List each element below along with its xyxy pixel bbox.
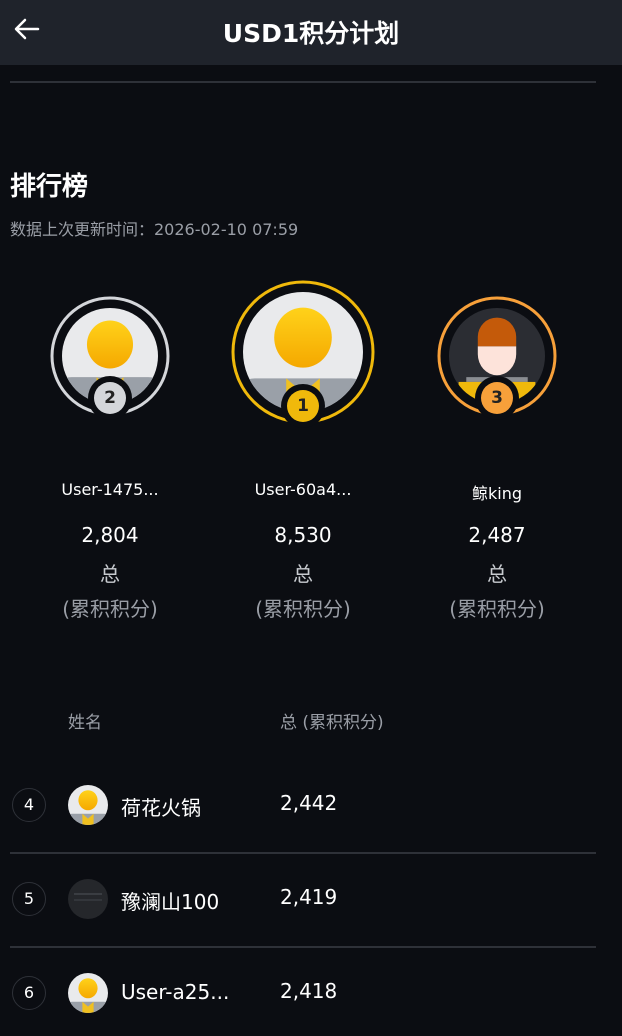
podium-rank-3[interactable]: 3 鲸king 2,487 总 (累积积分) <box>402 0 592 640</box>
divider <box>10 81 596 83</box>
user-points: 2,418 <box>280 979 338 1003</box>
rank-medal: 3 <box>481 382 513 414</box>
cumulative-label: (累积积分) <box>62 597 158 621</box>
app-header: USD1积分计划 <box>0 0 622 65</box>
avatar <box>68 973 108 1013</box>
table-row[interactable]: 5 豫澜山100 2,419 <box>0 874 622 924</box>
divider <box>10 946 596 948</box>
user-name: 荷花火锅 <box>121 796 201 820</box>
user-name: User-60a4... <box>254 480 352 499</box>
rank-medal: 2 <box>94 382 126 414</box>
rank-medal: 1 <box>287 390 319 422</box>
table-row[interactable]: 6 User-a25... 2,418 <box>0 968 622 1018</box>
cumulative-label: (累积积分) <box>449 597 545 621</box>
total-label: 总 <box>487 562 507 586</box>
user-name: 鲸king <box>471 484 522 503</box>
total-label: 总 <box>293 562 313 586</box>
arrow-left-icon[interactable] <box>12 14 42 44</box>
avatar: 2 <box>49 295 171 420</box>
user-points: 2,487 <box>468 523 526 547</box>
column-header-total: 总 (累积积分) <box>280 713 384 733</box>
page-title: USD1积分计划 <box>222 19 400 48</box>
podium-rank-2[interactable]: 2 User-1475... 2,804 总 (累积积分) <box>15 0 205 640</box>
table-row[interactable]: 4 荷花火锅 2,442 <box>0 780 622 830</box>
avatar <box>68 785 108 825</box>
column-header-name: 姓名 <box>68 713 102 733</box>
user-points: 2,419 <box>280 885 338 909</box>
leaderboard-title: 排行榜 <box>10 172 89 202</box>
user-points: 8,530 <box>274 523 332 547</box>
avatar: 1 <box>230 279 376 428</box>
rank-badge: 6 <box>12 976 46 1010</box>
avatar <box>68 879 108 919</box>
rank-badge: 4 <box>12 788 46 822</box>
rank-badge: 5 <box>12 882 46 916</box>
user-name: User-a25... <box>121 980 230 1004</box>
cumulative-label: (累积积分) <box>255 597 351 621</box>
avatar: 3 <box>436 295 558 420</box>
user-name: User-1475... <box>61 480 159 499</box>
total-label: 总 <box>100 562 120 586</box>
user-points: 2,442 <box>280 791 338 815</box>
user-name: 豫澜山100 <box>121 890 220 914</box>
last-updated: 数据上次更新时间：2026-02-10 07:59 <box>10 220 299 239</box>
podium-rank-1[interactable]: 1 User-60a4... 8,530 总 (累积积分) <box>208 0 398 640</box>
user-points: 2,804 <box>81 523 139 547</box>
divider <box>10 852 596 854</box>
